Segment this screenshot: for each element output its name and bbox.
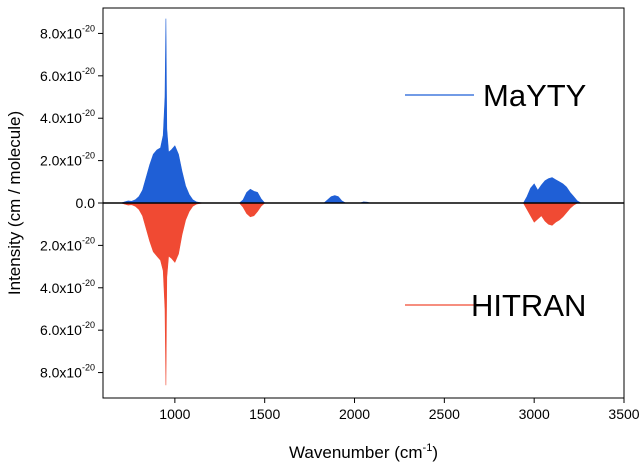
y-tick-label: 6.0x10-20 (40, 66, 95, 84)
legend-label-mayty: MaYTY (483, 78, 586, 113)
x-tick-label: 2500 (429, 406, 460, 422)
x-axis-title: Wavenumber (cm-1) (289, 442, 438, 462)
y-tick-label: 0.0 (76, 195, 96, 211)
y-tick-label: 4.0x10-20 (40, 278, 95, 296)
mayty-band-0 (120, 18, 204, 204)
x-axis-ticks: 1000 1500 2000 2500 3000 3500 (159, 398, 640, 422)
x-tick-label: 2000 (339, 406, 370, 422)
x-tick-label: 3500 (608, 406, 639, 422)
mayty-band-4 (522, 177, 583, 204)
series-layer (120, 18, 583, 386)
y-axis-title: Intensity (cm / molecule) (5, 111, 24, 295)
mayty-band-2 (323, 195, 347, 204)
mayty-band-1 (238, 188, 266, 204)
y-axis-ticks: 8.0x10-20 6.0x10-20 4.0x10-20 2.0x10-20 0.0 2… (40, 23, 103, 381)
y-tick-label: 2.0x10-20 (40, 151, 95, 169)
x-tick-label: 1000 (159, 406, 190, 422)
y-tick-label: 2.0x10-20 (40, 235, 95, 253)
hitran-band-1 (238, 202, 266, 218)
y-tick-label: 6.0x10-20 (40, 320, 95, 338)
hitran-band-0 (120, 202, 204, 386)
legend-label-hitran: HITRAN (471, 288, 586, 323)
y-tick-label: 4.0x10-20 (40, 108, 95, 126)
x-tick-label: 3000 (519, 406, 550, 422)
y-tick-label: 8.0x10-20 (40, 23, 95, 41)
x-tick-label: 1500 (249, 406, 280, 422)
legend: MaYTY HITRAN (405, 78, 586, 323)
y-tick-label: 8.0x10-20 (40, 363, 95, 381)
hitran-band-2 (522, 202, 579, 226)
